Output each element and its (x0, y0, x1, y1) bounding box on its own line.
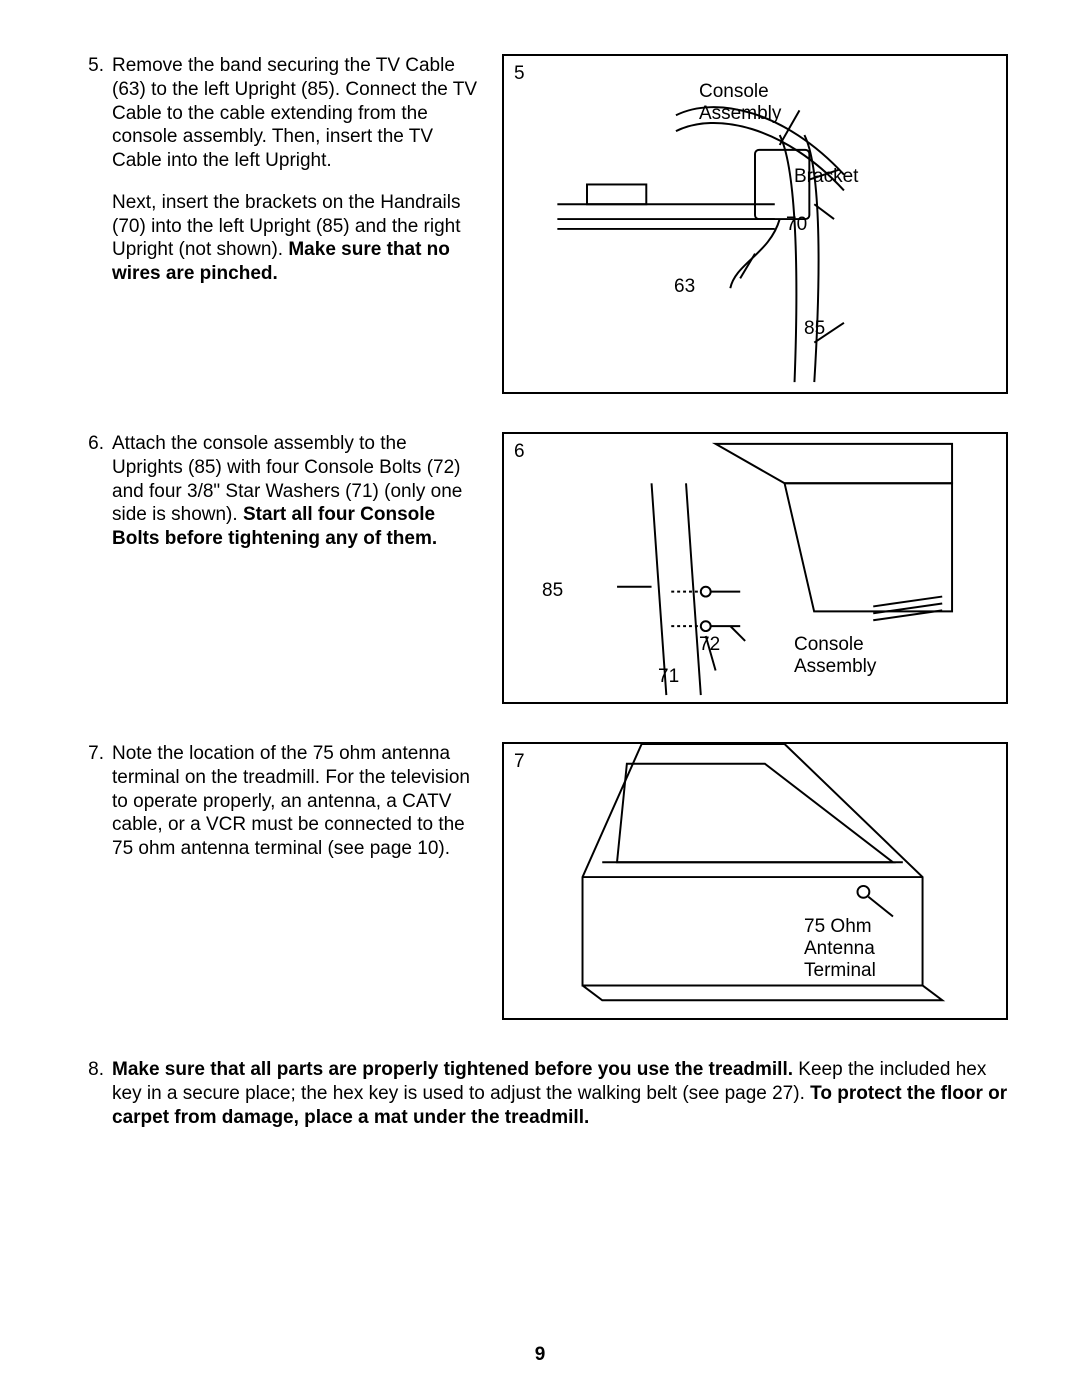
fig5-label-63: 63 (674, 276, 695, 298)
fig5-label-bracket: Bracket (794, 166, 858, 188)
step-6-row: 6. Attach the console assembly to the Up… (78, 432, 1008, 704)
step-5-p1: Remove the band securing the TV Cable (6… (112, 54, 478, 173)
step-6-number: 6. (78, 432, 104, 551)
figure-6-svg (504, 434, 1006, 702)
fig5-label-85: 85 (804, 318, 825, 340)
fig5-label-70: 70 (786, 214, 807, 236)
page: 5. Remove the band securing the TV Cable… (0, 0, 1080, 1397)
fig6-label-console: Console Assembly (794, 634, 876, 678)
step-7-number: 7. (78, 742, 104, 861)
fig5-label-console: Console Assembly (699, 81, 781, 125)
fig6-label-72: 72 (699, 634, 720, 656)
step-5-text: 5. Remove the band securing the TV Cable… (78, 54, 478, 394)
figure-5-number: 5 (514, 62, 525, 86)
fig6-label-85: 85 (542, 580, 563, 602)
step-8-body: Make sure that all parts are properly ti… (112, 1058, 1008, 1129)
step-7-p1: Note the location of the 75 ohm antenna … (112, 742, 478, 861)
step-8-number: 8. (78, 1058, 104, 1129)
step-8: 8. Make sure that all parts are properly… (78, 1058, 1008, 1129)
step-8-p1a: Make sure that all parts are properly ti… (112, 1059, 793, 1080)
figure-7-svg (504, 744, 1006, 1018)
page-number: 9 (0, 1343, 1080, 1367)
fig6-label-71: 71 (658, 666, 679, 688)
step-5-number: 5. (78, 54, 104, 286)
figure-5: 5 (502, 54, 1008, 394)
figure-7-number: 7 (514, 750, 525, 774)
step-5-row: 5. Remove the band securing the TV Cable… (78, 54, 1008, 394)
step-7-body: Note the location of the 75 ohm antenna … (112, 742, 478, 861)
figure-7: 7 75 Ohm Antenna Terminal (502, 742, 1008, 1020)
step-7-text: 7. Note the location of the 75 ohm anten… (78, 742, 478, 1020)
figure-6-number: 6 (514, 440, 525, 464)
fig7-label-antenna: 75 Ohm Antenna Terminal (804, 916, 876, 982)
step-5-body: Remove the band securing the TV Cable (6… (112, 54, 478, 286)
step-7-row: 7. Note the location of the 75 ohm anten… (78, 742, 1008, 1020)
step-6-body: Attach the console assembly to the Uprig… (112, 432, 478, 551)
figure-6: 6 (502, 432, 1008, 704)
step-6-text: 6. Attach the console assembly to the Up… (78, 432, 478, 704)
